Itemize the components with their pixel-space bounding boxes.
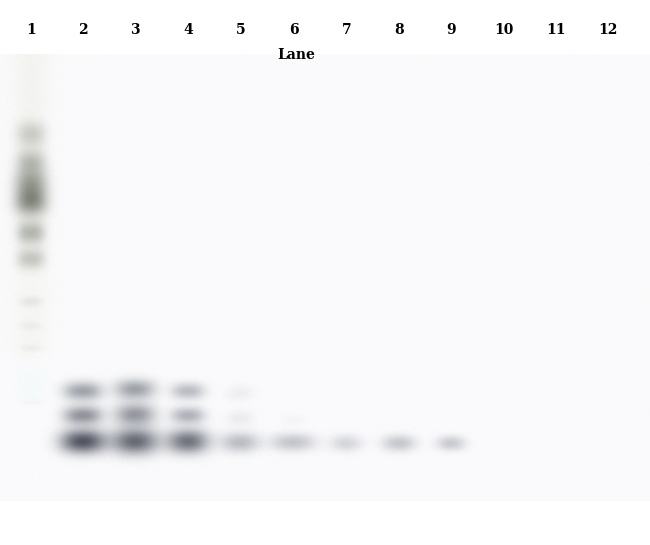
Text: 2: 2	[79, 23, 88, 37]
Text: 1: 1	[26, 23, 36, 37]
Text: 3: 3	[131, 23, 140, 37]
Text: 8: 8	[395, 23, 404, 37]
Text: Lane: Lane	[277, 48, 315, 62]
Text: 6: 6	[289, 23, 298, 37]
Text: 9: 9	[447, 23, 456, 37]
Text: 7: 7	[342, 23, 351, 37]
Text: 10: 10	[494, 23, 514, 37]
Text: 4: 4	[183, 23, 194, 37]
Text: 12: 12	[599, 23, 618, 37]
Text: 11: 11	[547, 23, 566, 37]
Text: 5: 5	[236, 23, 245, 37]
